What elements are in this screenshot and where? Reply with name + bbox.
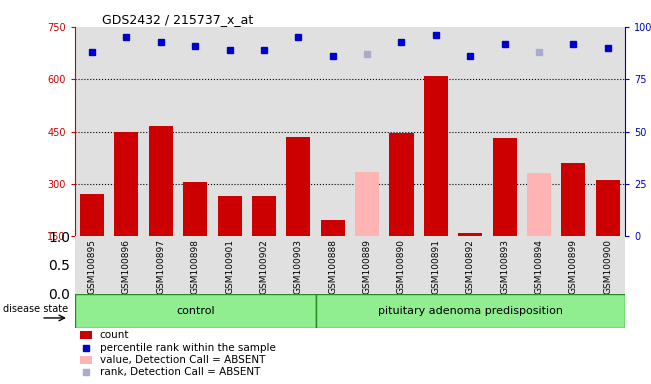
Bar <box>596 180 620 236</box>
Text: percentile rank within the sample: percentile rank within the sample <box>100 343 275 353</box>
Bar <box>527 174 551 236</box>
Text: GSM100894: GSM100894 <box>534 239 544 294</box>
Bar <box>115 131 139 236</box>
Text: GSM100900: GSM100900 <box>603 239 613 294</box>
Bar <box>80 331 92 339</box>
Bar <box>75 294 316 328</box>
Text: GDS2432 / 215737_x_at: GDS2432 / 215737_x_at <box>102 13 254 26</box>
Bar <box>321 220 345 236</box>
Bar <box>493 139 517 236</box>
Bar <box>389 133 413 236</box>
Bar <box>355 172 379 236</box>
Bar <box>561 163 585 236</box>
Bar <box>424 76 448 236</box>
Text: rank, Detection Call = ABSENT: rank, Detection Call = ABSENT <box>100 367 260 377</box>
Bar <box>458 233 482 236</box>
Text: GSM100893: GSM100893 <box>500 239 509 294</box>
Text: GSM100896: GSM100896 <box>122 239 131 294</box>
Bar <box>252 196 276 236</box>
Text: GSM100895: GSM100895 <box>87 239 96 294</box>
Text: count: count <box>100 330 129 340</box>
Bar <box>286 137 311 236</box>
Text: GSM100897: GSM100897 <box>156 239 165 294</box>
Text: pituitary adenoma predisposition: pituitary adenoma predisposition <box>378 306 562 316</box>
Bar <box>80 356 92 364</box>
Text: GSM100901: GSM100901 <box>225 239 234 294</box>
Text: GSM100890: GSM100890 <box>397 239 406 294</box>
Bar <box>149 126 173 236</box>
Text: GSM100898: GSM100898 <box>191 239 200 294</box>
Bar <box>183 182 207 236</box>
Bar <box>316 294 625 328</box>
Text: value, Detection Call = ABSENT: value, Detection Call = ABSENT <box>100 355 265 365</box>
Text: control: control <box>176 306 215 316</box>
Text: GSM100889: GSM100889 <box>363 239 372 294</box>
Text: GSM100903: GSM100903 <box>294 239 303 294</box>
Text: GSM100902: GSM100902 <box>260 239 268 294</box>
Bar <box>217 196 242 236</box>
Text: GSM100888: GSM100888 <box>328 239 337 294</box>
Bar <box>80 194 104 236</box>
Text: GSM100891: GSM100891 <box>432 239 440 294</box>
Text: GSM100899: GSM100899 <box>569 239 578 294</box>
Text: GSM100892: GSM100892 <box>465 239 475 294</box>
Text: disease state: disease state <box>3 304 68 314</box>
